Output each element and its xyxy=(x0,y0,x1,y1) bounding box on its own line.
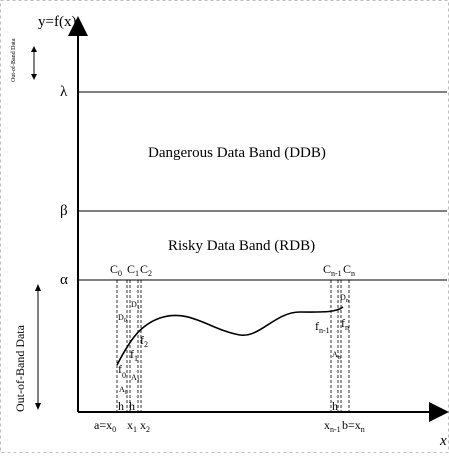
tick-xn1: xn-1 xyxy=(324,418,341,434)
label-f0: f0 xyxy=(118,362,126,380)
label-cn: Cn xyxy=(343,262,355,278)
x-axis-label: x xyxy=(439,433,447,449)
top-oob-arrow-down-icon xyxy=(31,74,37,80)
label-a1: A1 xyxy=(131,373,140,384)
column-lines xyxy=(116,280,350,412)
label-fn: fn xyxy=(341,316,349,332)
dangerous-band-label: Dangerous Data Band (DDB) xyxy=(148,145,326,161)
function-curve xyxy=(116,306,344,366)
top-out-of-band-label: Out-of-Band Data xyxy=(10,38,17,82)
label-c2: C2 xyxy=(140,262,152,278)
label-fn1: fn-1 xyxy=(315,319,330,335)
left-oob-arrow-down-icon xyxy=(35,403,41,410)
tick-a-x0: a=x0 xyxy=(94,418,116,434)
label-d1: D1 xyxy=(131,300,140,311)
label-d0: D0 xyxy=(118,313,127,324)
label-f1: f1 xyxy=(130,347,138,363)
risky-band-label: Risky Data Band (RDB) xyxy=(168,238,315,254)
label-h-first: h xyxy=(118,399,124,413)
label-c1: C1 xyxy=(127,262,139,278)
label-h-second: h xyxy=(129,399,135,413)
label-dn: Dn xyxy=(340,293,349,304)
alpha-label: α xyxy=(60,272,68,288)
label-cn1: Cn-1 xyxy=(323,262,342,278)
label-an: An xyxy=(332,350,341,361)
beta-label: β xyxy=(60,203,68,219)
left-out-of-band-label: Out-of-Band Data xyxy=(13,324,27,412)
tick-b-xn: b=xn xyxy=(342,418,365,434)
tick-x2: x2 xyxy=(140,418,150,434)
label-h-last: h xyxy=(332,399,338,413)
label-a0: A0 xyxy=(119,385,128,396)
lambda-label: λ xyxy=(60,84,68,100)
top-oob-arrow-up-icon xyxy=(31,46,37,52)
tick-x1: x1 xyxy=(127,418,137,434)
left-oob-arrow-up-icon xyxy=(35,284,41,291)
y-axis-label: y=f(x) xyxy=(38,14,76,30)
label-f2: f2 xyxy=(140,333,148,349)
label-c0: C0 xyxy=(110,262,122,278)
